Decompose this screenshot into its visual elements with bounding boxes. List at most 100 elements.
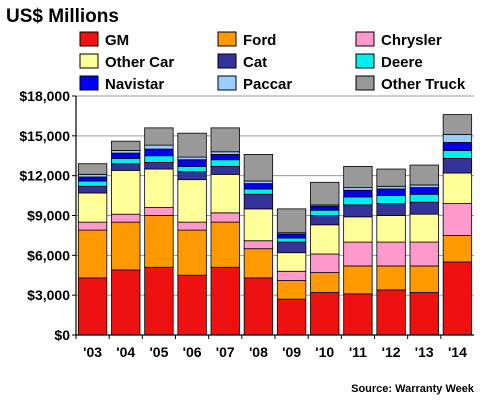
bar-segment-other-car-03 [77, 192, 108, 223]
bar-segment-chrysler-03 [77, 221, 108, 231]
bar-segment-ford-14 [442, 235, 473, 263]
bar-segment-other-car-10 [310, 224, 340, 255]
bar-segment-other-car-04 [111, 169, 141, 215]
bar-segment-ford-09 [276, 280, 307, 300]
bar-segment-ford-04 [111, 221, 141, 271]
bar-segment-gm-12 [376, 289, 406, 336]
bar-segment-other-car-12 [376, 215, 406, 243]
bar-segment-gm-06 [177, 274, 207, 336]
bar-segment-cat-04 [111, 163, 141, 171]
bar-segment-chrysler-13 [409, 241, 439, 267]
legend-label-paccar: Paccar [243, 76, 292, 93]
bar-segment-ford-07 [210, 221, 240, 268]
bar-segment-deere-13 [409, 193, 439, 203]
bar-segment-cat-14 [442, 158, 473, 174]
bar-segment-deere-06 [177, 165, 207, 173]
legend-swatch-chrysler [355, 31, 375, 47]
legend-label-ford: Ford [243, 32, 276, 49]
bar-segment-navistar-13 [409, 187, 439, 195]
bar-segment-gm-09 [276, 298, 307, 336]
legend-swatch-ford [217, 31, 237, 47]
x-tick-label: '08 [249, 344, 268, 360]
x-tick-label: '03 [83, 344, 102, 360]
bar-segment-other-truck-04 [111, 140, 141, 151]
bar-segment-other-truck-12 [376, 168, 406, 187]
bar-segment-chrysler-14 [442, 203, 473, 236]
x-tick-label: '05 [149, 344, 168, 360]
plot-area: $0 $3,000 $6,000 $9,000 $12,000 $15,000 $18,00… [19, 88, 474, 360]
bar-segment-ford-11 [343, 265, 373, 295]
bar-segment-navistar-06 [177, 159, 207, 167]
legend-label-cat: Cat [243, 54, 267, 71]
bar-segment-paccar-05 [144, 144, 174, 150]
bar-segment-ford-10 [310, 272, 340, 293]
bar-segment-chrysler-09 [276, 270, 307, 281]
bar-segment-navistar-11 [343, 189, 373, 198]
y-tick-label: $9,000 [27, 208, 70, 224]
bar-segment-ford-08 [243, 248, 274, 279]
bar-segment-chrysler-11 [343, 241, 373, 267]
bar-segment-other-car-09 [276, 252, 307, 272]
bar-segment-deere-07 [210, 159, 240, 167]
bar-segment-navistar-08 [243, 183, 274, 190]
bar-segment-gm-10 [310, 292, 340, 336]
bar-segment-ford-03 [77, 229, 108, 279]
bar-segment-other-truck-11 [343, 165, 373, 189]
bar-segment-chrysler-10 [310, 253, 340, 273]
bar-segment-gm-08 [243, 277, 274, 336]
y-tick-label: $15,000 [19, 128, 70, 144]
bar-segment-navistar-09 [276, 233, 307, 239]
bar-segment-cat-13 [409, 201, 439, 215]
x-tick-label: '10 [315, 344, 334, 360]
bar-segment-gm-05 [144, 266, 174, 336]
bar-segment-gm-13 [409, 292, 439, 336]
bar-segment-deere-04 [111, 158, 141, 165]
bar-segment-navistar-05 [144, 148, 174, 157]
bar-segment-chrysler-05 [144, 207, 174, 216]
x-tick-label: '09 [282, 344, 301, 360]
bar-segment-ford-05 [144, 215, 174, 268]
bar-segment-other-truck-07 [210, 127, 240, 153]
bar-segment-navistar-10 [310, 205, 340, 211]
bar-segment-cat-12 [376, 203, 406, 216]
bar-segment-cat-05 [144, 161, 174, 170]
x-tick-label: '06 [183, 344, 202, 360]
bar-segment-cat-07 [210, 165, 240, 175]
bar-segment-deere-09 [276, 237, 307, 243]
bar-segment-navistar-03 [77, 176, 108, 182]
y-tick-label: $12,000 [19, 168, 70, 184]
legend-label-navistar: Navistar [105, 76, 164, 93]
bar-segment-ford-06 [177, 229, 207, 276]
bar-segment-other-car-07 [210, 173, 240, 214]
x-tick-label: '12 [382, 344, 401, 360]
y-tick-label: $6,000 [27, 247, 70, 263]
bar-segment-paccar-11 [343, 187, 373, 191]
bar-segment-deere-05 [144, 155, 174, 163]
source-note: Source: Warranty Week [351, 383, 475, 395]
legend-label-deere: Deere [381, 54, 423, 71]
bar-segment-deere-11 [343, 196, 373, 206]
bar-segment-other-car-14 [442, 172, 473, 204]
bar-segment-chrysler-06 [177, 221, 207, 231]
legend-swatch-gm [79, 31, 99, 47]
legend-swatch-deere [355, 53, 375, 69]
bar-segment-other-car-05 [144, 168, 174, 208]
bar-segment-paccar-04 [111, 150, 141, 154]
legend-label-gm: GM [105, 32, 129, 49]
bar-segment-navistar-12 [376, 188, 406, 196]
bar-segment-other-car-08 [243, 208, 274, 242]
x-tick-label: '13 [415, 344, 434, 360]
bar-segment-gm-03 [77, 277, 108, 336]
bar-segment-cat-10 [310, 215, 340, 226]
bar-segment-ford-13 [409, 265, 439, 293]
bar-segment-other-car-13 [409, 213, 439, 243]
bar-segment-cat-03 [77, 185, 108, 194]
bar-segment-navistar-04 [111, 152, 141, 159]
bar-segment-other-truck-08 [243, 154, 274, 182]
y-tick-label: $0 [54, 327, 70, 343]
bar-segment-cat-06 [177, 171, 207, 181]
bar-segment-cat-08 [243, 193, 274, 210]
bar-segment-chrysler-12 [376, 241, 406, 267]
